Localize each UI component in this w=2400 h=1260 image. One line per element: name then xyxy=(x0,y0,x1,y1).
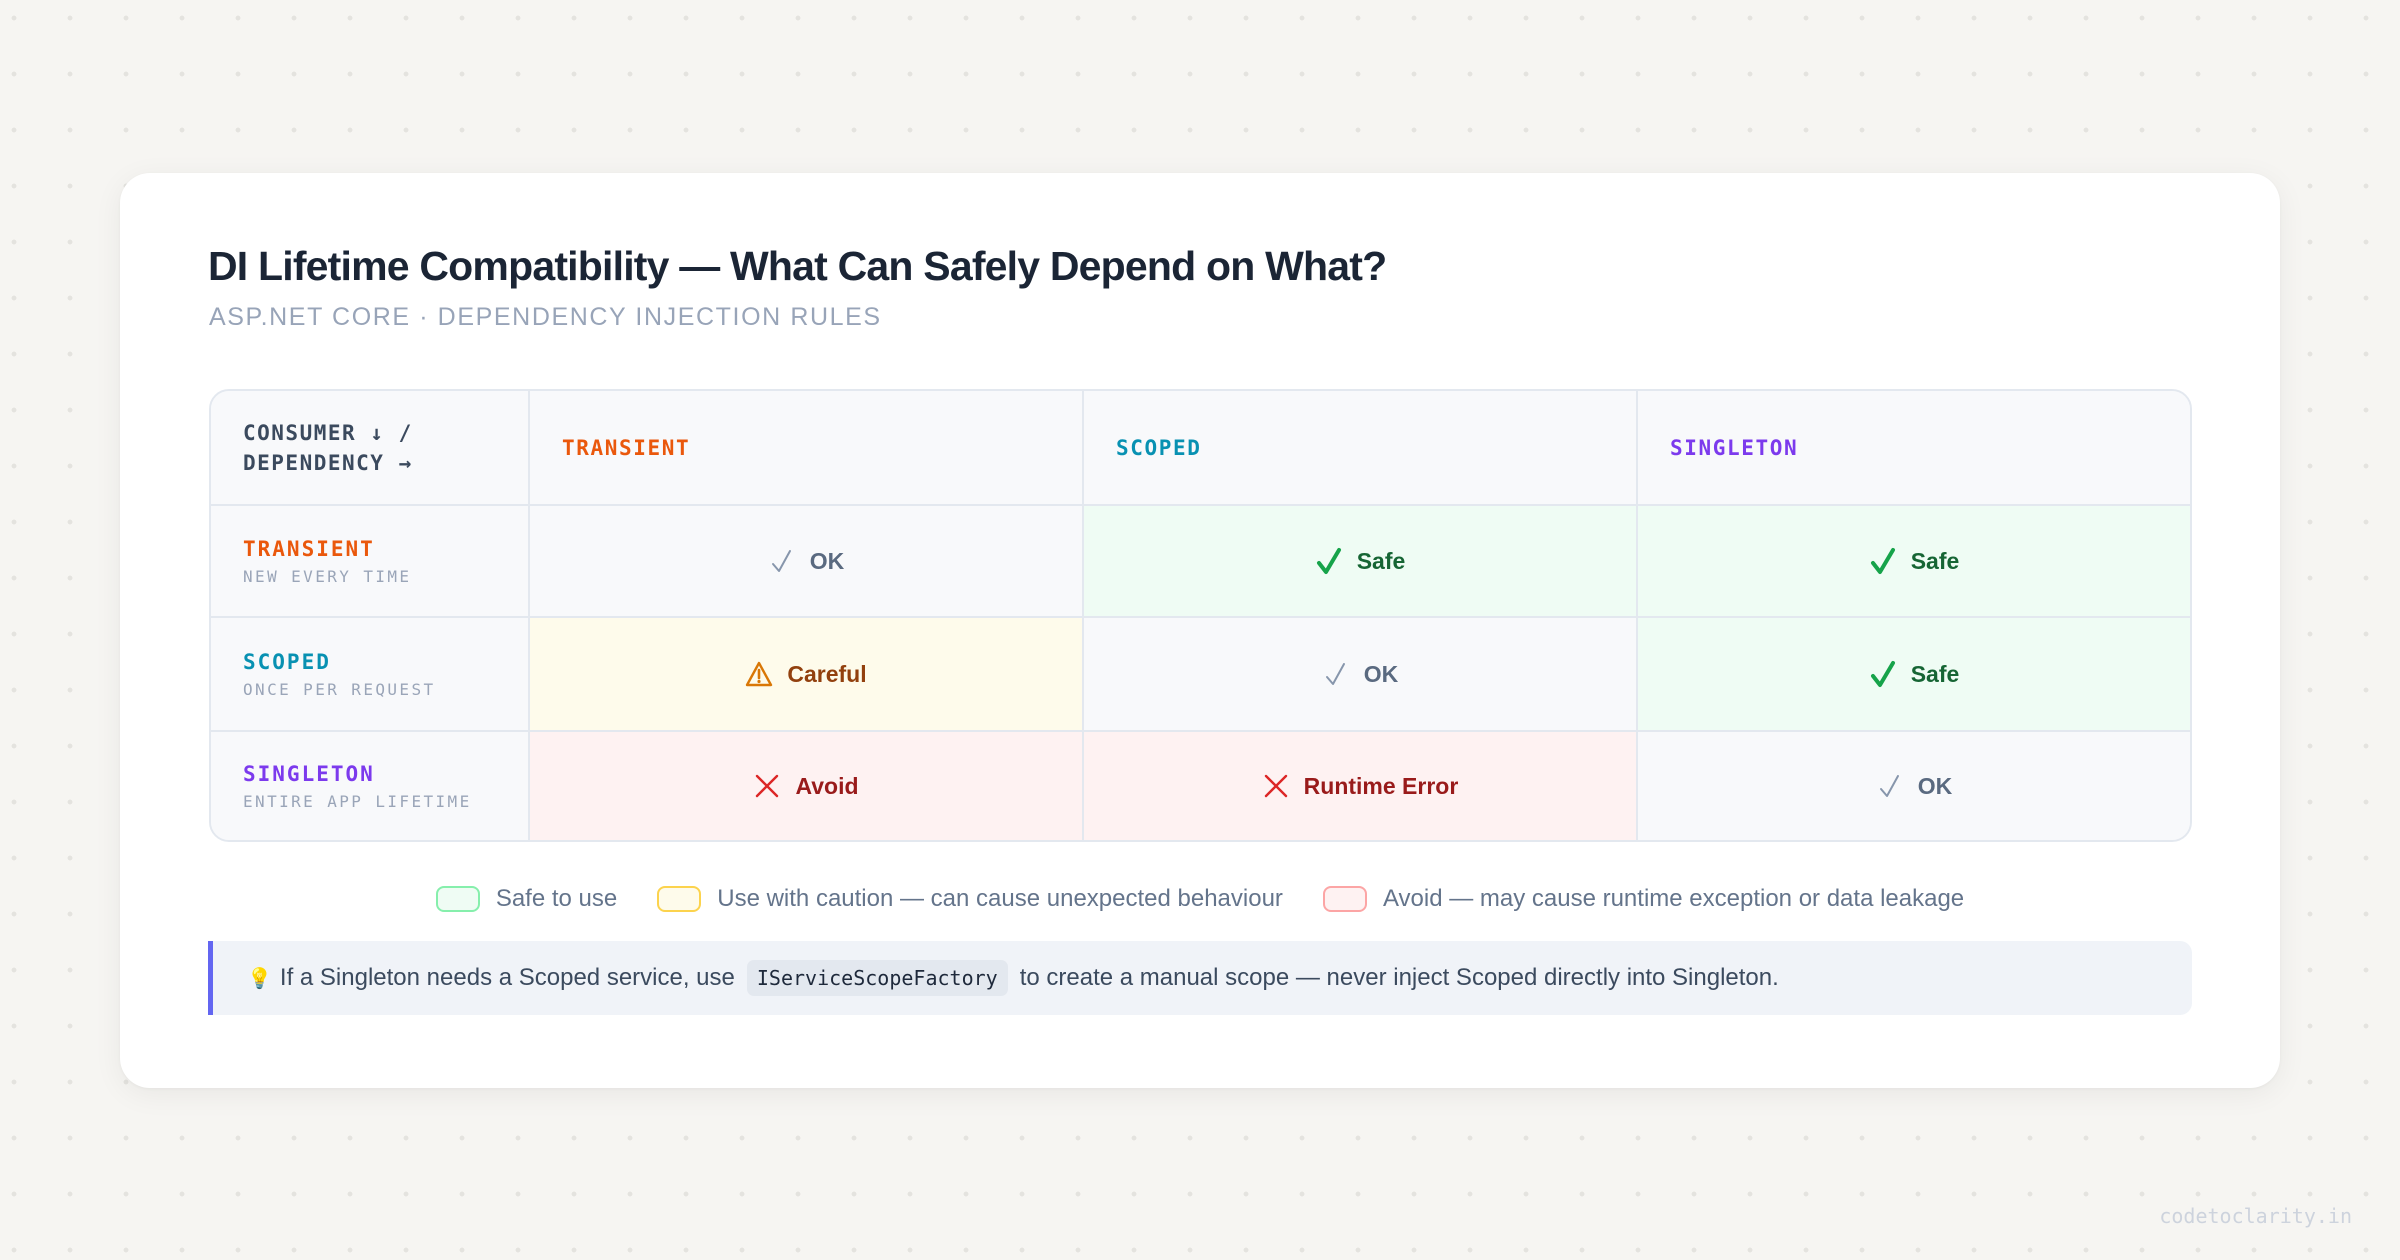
compatibility-card: DI Lifetime Compatibility — What Can Saf… xyxy=(120,173,2280,1088)
corner-consumer-label: CONSUMER ↓ / xyxy=(243,420,413,445)
cell-singleton-transient: Avoid xyxy=(530,732,1084,840)
corner-dependency-label: DEPENDENCY → xyxy=(243,450,413,475)
legend-swatch-avoid xyxy=(1322,886,1367,912)
cell-scoped-scoped: OK xyxy=(1084,618,1638,732)
legend: Safe to use Use with caution — can cause… xyxy=(120,885,2280,913)
cell-scoped-transient: Careful xyxy=(530,618,1084,732)
check-icon xyxy=(1869,547,1897,575)
row-header-transient: TRANSIENT NEW EVERY TIME xyxy=(211,506,530,618)
legend-item-avoid: Avoid — may cause runtime exception or d… xyxy=(1322,885,1964,913)
column-header-transient: TRANSIENT xyxy=(530,391,1084,506)
check-icon xyxy=(1869,660,1897,688)
lightbulb-icon: 💡 xyxy=(247,967,272,990)
watermark: codetoclarity.in xyxy=(2159,1204,2352,1228)
tip-text-after: to create a manual scope — never inject … xyxy=(1019,964,1779,991)
cross-icon xyxy=(753,772,781,800)
cell-scoped-singleton: Safe xyxy=(1638,618,2190,732)
legend-item-safe: Safe to use xyxy=(435,885,617,913)
column-header-singleton: SINGLETON xyxy=(1638,391,2190,506)
legend-swatch-safe xyxy=(435,886,480,912)
tip-text-before: If a Singleton needs a Scoped service, u… xyxy=(279,964,735,991)
column-header-scoped: SCOPED xyxy=(1084,391,1638,506)
page-title: DI Lifetime Compatibility — What Can Saf… xyxy=(208,243,1387,289)
cell-transient-transient: OK xyxy=(530,506,1084,618)
compatibility-matrix: CONSUMER ↓ / DEPENDENCY → TRANSIENT SCOP… xyxy=(209,389,2192,842)
cross-icon xyxy=(1262,772,1290,800)
cell-singleton-scoped: Runtime Error xyxy=(1084,732,1638,840)
check-icon xyxy=(1315,547,1343,575)
matrix-corner-header: CONSUMER ↓ / DEPENDENCY → xyxy=(211,391,530,506)
cell-transient-scoped: Safe xyxy=(1084,506,1638,618)
row-header-scoped: SCOPED ONCE PER REQUEST xyxy=(211,618,530,732)
cell-transient-singleton: Safe xyxy=(1638,506,2190,618)
tip-callout: 💡 If a Singleton needs a Scoped service,… xyxy=(208,941,2192,1015)
check-thin-icon xyxy=(1322,660,1350,688)
check-thin-icon xyxy=(1876,772,1904,800)
legend-item-caution: Use with caution — can cause unexpected … xyxy=(657,885,1283,913)
check-thin-icon xyxy=(768,547,796,575)
row-header-singleton: SINGLETON ENTIRE APP LIFETIME xyxy=(211,732,530,840)
legend-swatch-caution xyxy=(657,886,702,912)
page-subtitle: ASP.NET CORE · DEPENDENCY INJECTION RULE… xyxy=(209,303,882,331)
tip-code: IServiceScopeFactory xyxy=(746,960,1008,996)
cell-singleton-singleton: OK xyxy=(1638,732,2190,840)
warning-icon xyxy=(745,660,773,688)
